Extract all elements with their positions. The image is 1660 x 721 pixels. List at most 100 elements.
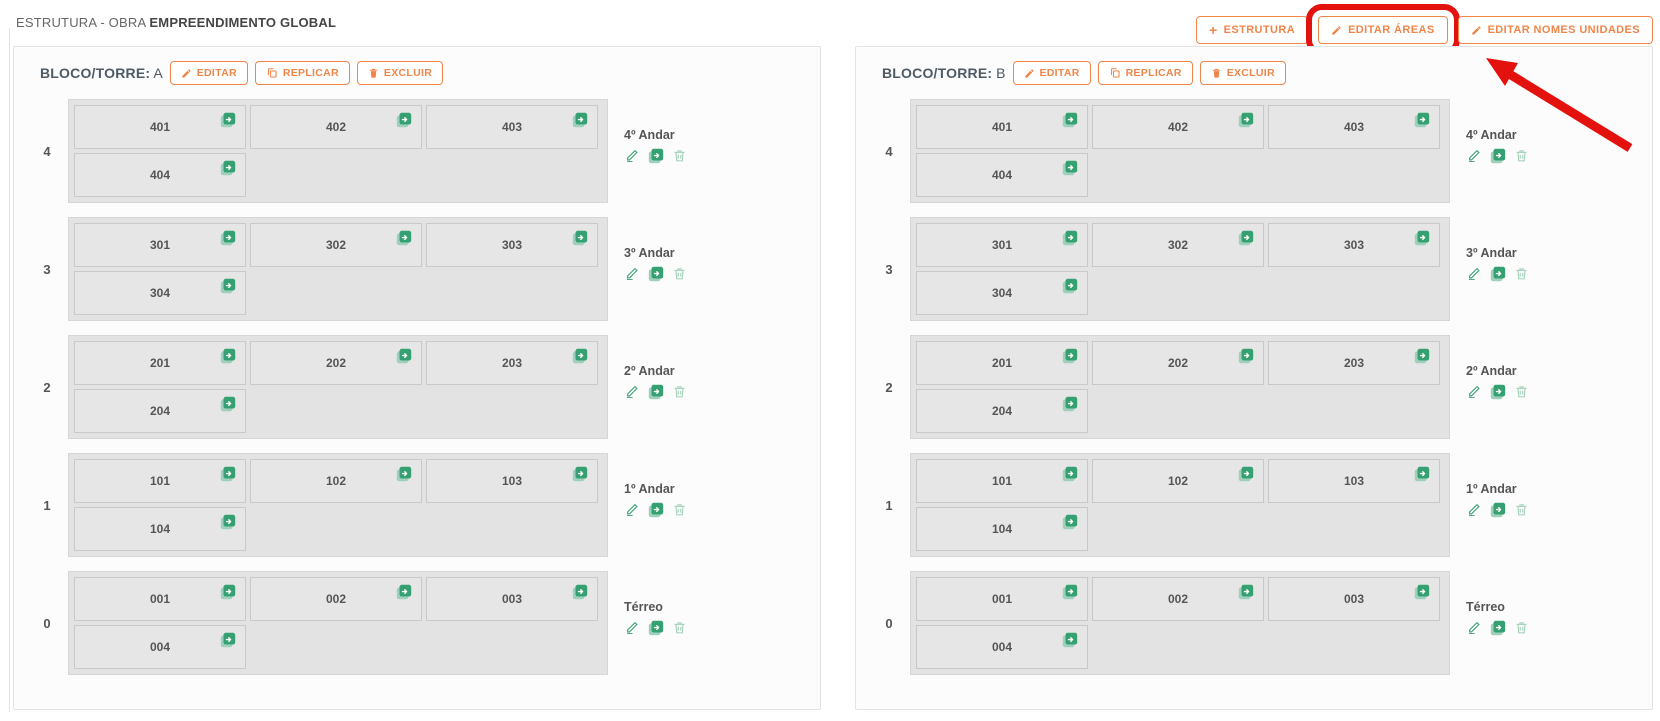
replicate-floor-icon[interactable] bbox=[647, 147, 665, 165]
unit-cell[interactable]: 403 bbox=[1268, 105, 1440, 149]
replicate-unit-icon[interactable] bbox=[1061, 465, 1079, 483]
unit-cell[interactable]: 404 bbox=[74, 153, 246, 197]
edit-areas-button[interactable]: EDITAR ÁREAS bbox=[1306, 4, 1460, 56]
unit-cell[interactable]: 404 bbox=[916, 153, 1088, 197]
delete-floor-icon[interactable] bbox=[672, 502, 687, 517]
unit-cell[interactable]: 104 bbox=[74, 507, 246, 551]
replicate-unit-icon[interactable] bbox=[219, 347, 237, 365]
unit-cell[interactable]: 401 bbox=[916, 105, 1088, 149]
delete-floor-icon[interactable] bbox=[672, 620, 687, 635]
edit-floor-icon[interactable] bbox=[1466, 148, 1482, 163]
replicate-floor-icon[interactable] bbox=[647, 619, 665, 637]
replicate-unit-icon[interactable] bbox=[395, 465, 413, 483]
replicate-unit-icon[interactable] bbox=[571, 111, 589, 129]
replicate-unit-icon[interactable] bbox=[1061, 159, 1079, 177]
unit-cell[interactable]: 301 bbox=[74, 223, 246, 267]
unit-cell[interactable]: 103 bbox=[426, 459, 598, 503]
unit-cell[interactable]: 002 bbox=[1092, 577, 1264, 621]
replicate-unit-icon[interactable] bbox=[219, 465, 237, 483]
delete-block-button[interactable]: EXCLUIR bbox=[356, 61, 444, 85]
unit-cell[interactable]: 302 bbox=[1092, 223, 1264, 267]
delete-floor-icon[interactable] bbox=[672, 266, 687, 281]
edit-floor-icon[interactable] bbox=[1466, 620, 1482, 635]
edit-floor-icon[interactable] bbox=[624, 384, 640, 399]
unit-cell[interactable]: 403 bbox=[426, 105, 598, 149]
replicate-floor-icon[interactable] bbox=[1489, 265, 1507, 283]
unit-cell[interactable]: 401 bbox=[74, 105, 246, 149]
replicate-floor-icon[interactable] bbox=[647, 501, 665, 519]
replicate-unit-icon[interactable] bbox=[1413, 229, 1431, 247]
unit-cell[interactable]: 201 bbox=[916, 341, 1088, 385]
replicate-floor-icon[interactable] bbox=[1489, 147, 1507, 165]
replicate-unit-icon[interactable] bbox=[1413, 583, 1431, 601]
unit-cell[interactable]: 101 bbox=[74, 459, 246, 503]
replicate-unit-icon[interactable] bbox=[219, 583, 237, 601]
replicate-unit-icon[interactable] bbox=[1061, 513, 1079, 531]
replicate-unit-icon[interactable] bbox=[219, 111, 237, 129]
delete-floor-icon[interactable] bbox=[1514, 266, 1529, 281]
replicate-unit-icon[interactable] bbox=[219, 513, 237, 531]
replicate-unit-icon[interactable] bbox=[1237, 465, 1255, 483]
unit-cell[interactable]: 101 bbox=[916, 459, 1088, 503]
unit-cell[interactable]: 004 bbox=[916, 625, 1088, 669]
delete-floor-icon[interactable] bbox=[1514, 148, 1529, 163]
unit-cell[interactable]: 203 bbox=[426, 341, 598, 385]
replicate-block-button[interactable]: REPLICAR bbox=[1097, 61, 1193, 85]
replicate-unit-icon[interactable] bbox=[1061, 583, 1079, 601]
edit-floor-icon[interactable] bbox=[624, 148, 640, 163]
replicate-unit-icon[interactable] bbox=[1413, 111, 1431, 129]
replicate-floor-icon[interactable] bbox=[1489, 619, 1507, 637]
replicate-unit-icon[interactable] bbox=[219, 159, 237, 177]
replicate-unit-icon[interactable] bbox=[571, 347, 589, 365]
edit-floor-icon[interactable] bbox=[1466, 266, 1482, 281]
unit-cell[interactable]: 001 bbox=[916, 577, 1088, 621]
edit-floor-icon[interactable] bbox=[624, 266, 640, 281]
replicate-unit-icon[interactable] bbox=[1061, 631, 1079, 649]
replicate-unit-icon[interactable] bbox=[219, 395, 237, 413]
replicate-floor-icon[interactable] bbox=[647, 265, 665, 283]
replicate-unit-icon[interactable] bbox=[1061, 111, 1079, 129]
delete-floor-icon[interactable] bbox=[1514, 620, 1529, 635]
replicate-unit-icon[interactable] bbox=[1061, 347, 1079, 365]
unit-cell[interactable]: 102 bbox=[1092, 459, 1264, 503]
delete-floor-icon[interactable] bbox=[672, 148, 687, 163]
unit-cell[interactable]: 204 bbox=[74, 389, 246, 433]
replicate-block-button[interactable]: REPLICAR bbox=[254, 61, 350, 85]
edit-floor-icon[interactable] bbox=[1466, 384, 1482, 399]
delete-block-button[interactable]: EXCLUIR bbox=[1199, 61, 1286, 85]
replicate-floor-icon[interactable] bbox=[647, 383, 665, 401]
replicate-unit-icon[interactable] bbox=[219, 277, 237, 295]
edit-floor-icon[interactable] bbox=[624, 620, 640, 635]
unit-cell[interactable]: 204 bbox=[916, 389, 1088, 433]
replicate-floor-icon[interactable] bbox=[1489, 383, 1507, 401]
unit-cell[interactable]: 003 bbox=[426, 577, 598, 621]
unit-cell[interactable]: 201 bbox=[74, 341, 246, 385]
delete-floor-icon[interactable] bbox=[672, 384, 687, 399]
replicate-unit-icon[interactable] bbox=[1061, 277, 1079, 295]
replicate-unit-icon[interactable] bbox=[1237, 229, 1255, 247]
replicate-unit-icon[interactable] bbox=[1237, 347, 1255, 365]
replicate-unit-icon[interactable] bbox=[1237, 583, 1255, 601]
replicate-floor-icon[interactable] bbox=[1489, 501, 1507, 519]
unit-cell[interactable]: 001 bbox=[74, 577, 246, 621]
replicate-unit-icon[interactable] bbox=[1413, 347, 1431, 365]
edit-floor-icon[interactable] bbox=[624, 502, 640, 517]
unit-cell[interactable]: 304 bbox=[916, 271, 1088, 315]
edit-block-button[interactable]: EDITAR bbox=[1012, 61, 1091, 85]
unit-cell[interactable]: 003 bbox=[1268, 577, 1440, 621]
unit-cell[interactable]: 402 bbox=[250, 105, 422, 149]
unit-cell[interactable]: 202 bbox=[250, 341, 422, 385]
unit-cell[interactable]: 302 bbox=[250, 223, 422, 267]
delete-floor-icon[interactable] bbox=[1514, 502, 1529, 517]
unit-cell[interactable]: 103 bbox=[1268, 459, 1440, 503]
unit-cell[interactable]: 303 bbox=[426, 223, 598, 267]
replicate-unit-icon[interactable] bbox=[571, 229, 589, 247]
unit-cell[interactable]: 303 bbox=[1268, 223, 1440, 267]
unit-cell[interactable]: 004 bbox=[74, 625, 246, 669]
add-structure-button[interactable]: + ESTRUTURA bbox=[1196, 16, 1309, 44]
unit-cell[interactable]: 104 bbox=[916, 507, 1088, 551]
edit-floor-icon[interactable] bbox=[1466, 502, 1482, 517]
replicate-unit-icon[interactable] bbox=[1237, 111, 1255, 129]
replicate-unit-icon[interactable] bbox=[1061, 395, 1079, 413]
edit-unit-names-button[interactable]: EDITAR NOMES UNIDADES bbox=[1457, 16, 1653, 44]
